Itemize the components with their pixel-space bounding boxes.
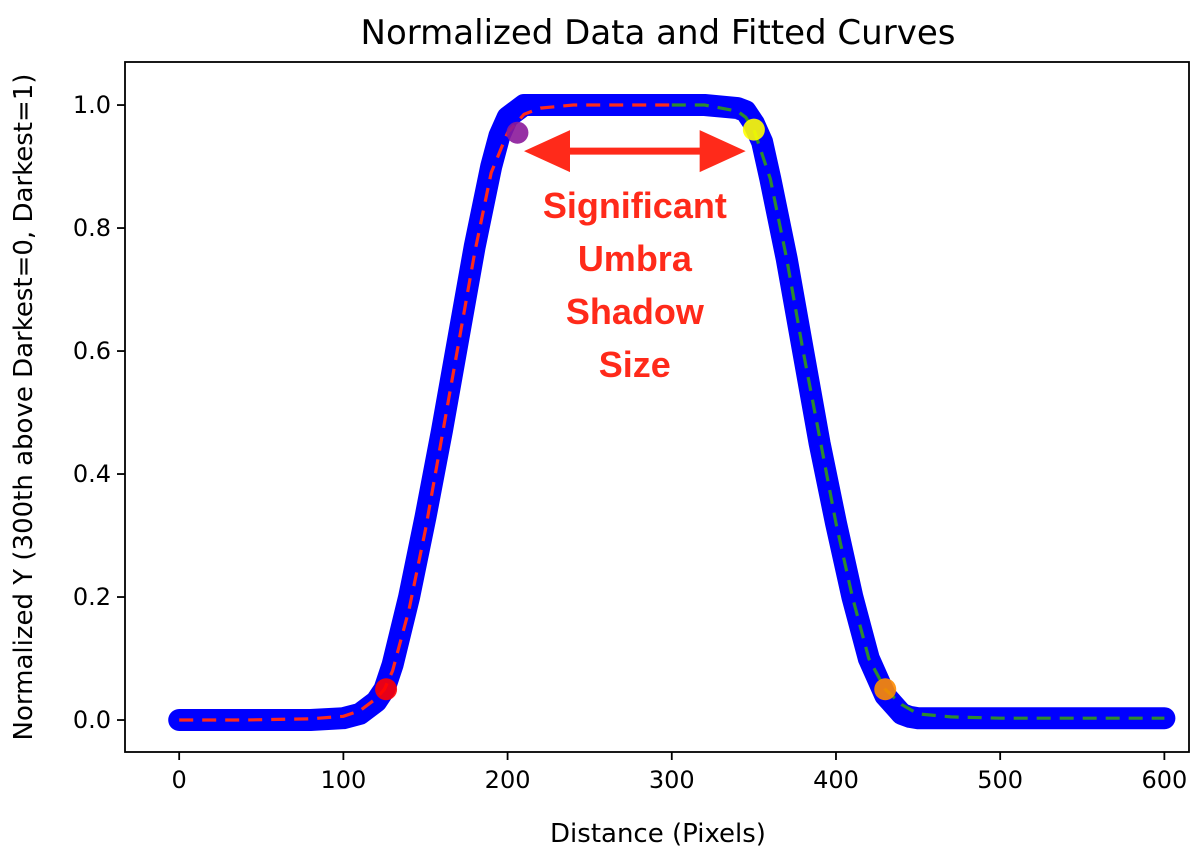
annotation-text-line: Umbra	[578, 238, 693, 279]
series-line-fit-left	[179, 103, 672, 722]
annotation-text-line: Size	[599, 344, 671, 385]
plot-frame	[124, 61, 1190, 753]
x-axis-label: Distance (Pixels)	[550, 819, 766, 849]
y-tick-label: 0.0	[73, 706, 111, 734]
marker-point-1	[375, 678, 398, 701]
marker-layer	[375, 118, 897, 701]
x-axis-ticks: 0 100 200 300 400 500 600	[172, 752, 1187, 794]
series-line-fit-right	[671, 103, 1165, 720]
x-tick-label: 300	[649, 766, 695, 794]
x-tick-label: 400	[813, 766, 859, 794]
annotation-text-line: Significant	[543, 185, 727, 226]
annotation-layer: Significant Umbra Shadow Size	[524, 130, 746, 385]
marker-point-2	[506, 121, 529, 144]
x-tick-label: 500	[977, 766, 1023, 794]
y-tick-label: 0.8	[73, 214, 111, 242]
plot-area: Significant Umbra Shadow Size	[124, 61, 1190, 753]
x-tick-label: 0	[172, 766, 187, 794]
annotation-arrow-head-right	[699, 130, 746, 173]
x-tick-label: 600	[1141, 766, 1187, 794]
annotation-text-line: Shadow	[566, 291, 705, 332]
marker-point-3	[742, 118, 765, 141]
y-tick-label: 1.0	[73, 91, 111, 119]
x-tick-label: 200	[485, 766, 531, 794]
y-tick-label: 0.4	[73, 460, 111, 488]
chart-title: Normalized Data and Fitted Curves	[361, 13, 956, 53]
annotation-arrow-head-left	[524, 130, 570, 173]
x-tick-label: 100	[320, 766, 366, 794]
marker-point-4	[874, 678, 897, 701]
y-tick-label: 0.6	[73, 337, 111, 365]
y-axis-ticks: 0.0 0.2 0.4 0.6 0.8 1.0	[73, 91, 125, 734]
y-axis-label: Normalized Y (300th above Darkest=0, Dar…	[9, 74, 39, 741]
y-tick-label: 0.2	[73, 583, 111, 611]
